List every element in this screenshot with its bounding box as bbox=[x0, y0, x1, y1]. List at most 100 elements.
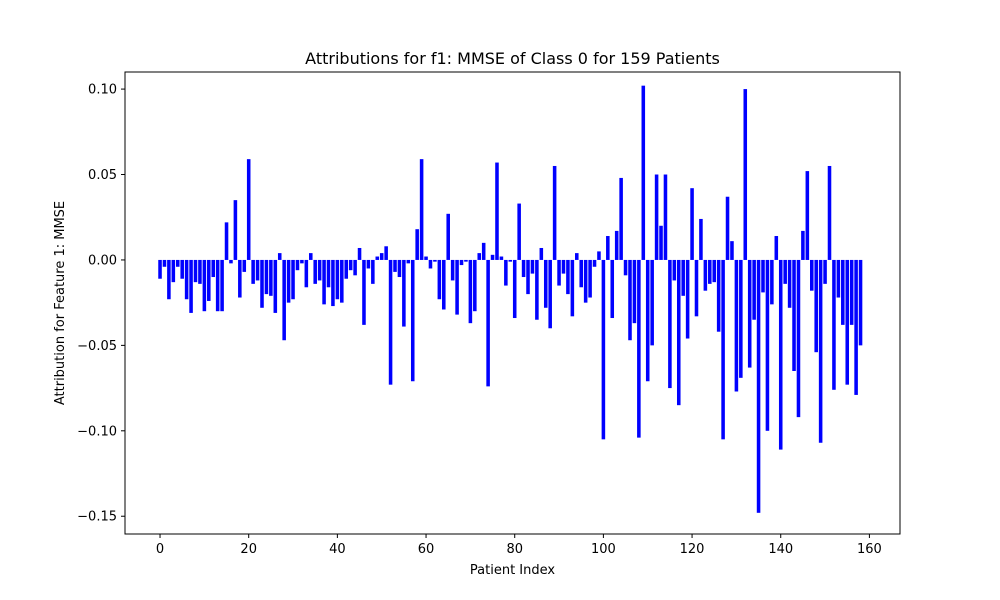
bar bbox=[504, 259, 508, 286]
bar bbox=[468, 259, 473, 324]
bar bbox=[175, 259, 180, 267]
bar bbox=[730, 241, 734, 260]
bar bbox=[756, 259, 761, 513]
bar bbox=[787, 259, 792, 308]
bar bbox=[269, 259, 273, 296]
bar bbox=[610, 259, 615, 319]
bar bbox=[464, 259, 468, 262]
bar bbox=[681, 259, 685, 296]
bar bbox=[233, 200, 238, 260]
bar bbox=[158, 259, 162, 279]
bar bbox=[628, 259, 632, 341]
bar bbox=[530, 259, 535, 274]
bar bbox=[477, 253, 482, 260]
x-axis-ticks: 0 20 40 60 80 100 120 140 160 bbox=[156, 534, 882, 557]
y-tick-label: −0.15 bbox=[77, 510, 117, 525]
bar bbox=[818, 259, 823, 443]
bar bbox=[676, 259, 681, 406]
bar bbox=[783, 259, 787, 284]
bar bbox=[273, 259, 278, 313]
bar bbox=[606, 236, 610, 260]
bar bbox=[402, 259, 406, 327]
bar bbox=[499, 256, 504, 260]
bar bbox=[557, 259, 561, 286]
bar bbox=[184, 259, 189, 300]
bar bbox=[566, 259, 570, 295]
bar bbox=[211, 259, 216, 278]
bar bbox=[384, 246, 388, 260]
bar bbox=[637, 259, 641, 438]
x-tick-label: 140 bbox=[768, 542, 793, 557]
bar bbox=[428, 259, 433, 269]
bar bbox=[654, 174, 659, 260]
bar bbox=[641, 85, 646, 260]
bar bbox=[561, 259, 566, 274]
bar bbox=[699, 218, 703, 260]
bar bbox=[366, 259, 371, 269]
y-tick-label: −0.10 bbox=[77, 424, 117, 439]
bar bbox=[455, 259, 459, 315]
bar bbox=[579, 259, 583, 288]
bar bbox=[286, 259, 291, 303]
bar bbox=[251, 259, 255, 284]
bar bbox=[725, 196, 730, 260]
bar bbox=[849, 259, 854, 325]
bar bbox=[406, 259, 411, 264]
bar bbox=[685, 259, 690, 339]
bar bbox=[397, 259, 402, 278]
bar bbox=[215, 259, 220, 312]
plot-area bbox=[125, 72, 900, 534]
bar bbox=[410, 259, 415, 382]
bar bbox=[189, 259, 193, 313]
bar bbox=[375, 256, 380, 260]
bar bbox=[242, 259, 247, 272]
x-tick-label: 100 bbox=[591, 542, 616, 557]
bar bbox=[313, 259, 317, 284]
bar bbox=[743, 89, 748, 260]
bar bbox=[309, 253, 313, 260]
bar bbox=[322, 259, 326, 305]
bar bbox=[340, 259, 344, 303]
bar bbox=[845, 259, 850, 385]
bar bbox=[588, 259, 592, 298]
bar bbox=[694, 259, 699, 317]
bar bbox=[450, 259, 455, 281]
bar bbox=[198, 259, 202, 284]
bar bbox=[672, 259, 677, 281]
chart-title: Attributions for f1: MMSE of Class 0 for… bbox=[305, 49, 720, 68]
bar bbox=[348, 259, 353, 271]
bar bbox=[570, 259, 575, 317]
bar bbox=[827, 165, 832, 260]
bar bbox=[508, 259, 513, 262]
bar bbox=[583, 259, 588, 303]
bar bbox=[823, 259, 827, 284]
bar bbox=[552, 165, 557, 260]
x-axis-label: Patient Index bbox=[470, 563, 555, 578]
bar bbox=[277, 253, 282, 260]
bar bbox=[526, 259, 530, 295]
x-tick-label: 40 bbox=[329, 542, 346, 557]
bar bbox=[645, 259, 650, 382]
bar bbox=[708, 259, 712, 284]
bar bbox=[721, 259, 725, 440]
bar bbox=[379, 253, 384, 260]
bar bbox=[543, 259, 548, 308]
bar bbox=[388, 259, 393, 385]
bar bbox=[473, 259, 477, 312]
bar bbox=[597, 251, 601, 260]
bar bbox=[716, 259, 721, 332]
bar bbox=[415, 229, 419, 260]
bar-series bbox=[158, 85, 863, 513]
bar bbox=[371, 259, 375, 284]
bar bbox=[792, 259, 796, 371]
bar bbox=[255, 259, 260, 281]
bar bbox=[393, 259, 397, 272]
y-axis-label: Attribution for Feature 1: MMSE bbox=[53, 201, 68, 405]
bar bbox=[180, 259, 184, 279]
bar bbox=[291, 259, 295, 300]
bar bbox=[747, 259, 752, 368]
bar bbox=[246, 159, 251, 260]
bar bbox=[207, 259, 211, 301]
bar bbox=[739, 259, 743, 378]
bar bbox=[442, 259, 446, 310]
